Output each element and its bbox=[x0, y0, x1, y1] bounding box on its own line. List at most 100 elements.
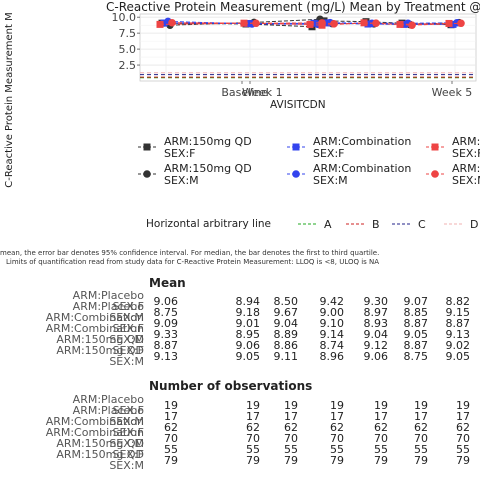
mean-row-label-sex: SEX:F bbox=[112, 344, 144, 357]
mean-cell: 9.06 bbox=[153, 295, 179, 308]
data-point-circle bbox=[252, 19, 260, 28]
mean-row-label-sex: SEX:M bbox=[109, 355, 144, 368]
mean-cell: 9.13 bbox=[445, 328, 471, 341]
data-point-square bbox=[364, 20, 372, 28]
data-point-square bbox=[400, 20, 408, 28]
count-row-label-arm: ARM:Placebo bbox=[72, 404, 144, 417]
count-cell: 79 bbox=[246, 454, 260, 467]
count-row-label-sex: SEX:M bbox=[109, 437, 144, 450]
count-row-label-sex: SEX:F bbox=[112, 426, 144, 439]
count-cell: 19 bbox=[246, 399, 260, 412]
mean-cell: 8.95 bbox=[235, 328, 261, 341]
data-point-square bbox=[449, 20, 457, 28]
data-point-circle bbox=[408, 21, 416, 29]
footnote-line-1: mean, the error bar denotes 95% confiden… bbox=[0, 249, 380, 257]
data-point-square bbox=[306, 20, 314, 28]
mean-cell: 8.89 bbox=[273, 328, 299, 341]
count-cell: 79 bbox=[456, 454, 470, 467]
mean-cell: 9.06 bbox=[363, 350, 389, 363]
data-point-square bbox=[360, 19, 368, 27]
mean-cell: 9.02 bbox=[445, 339, 471, 352]
footnote-line-2: Limits of quantification read from study… bbox=[6, 258, 380, 266]
count-row-label-arm: ARM:Placebo bbox=[72, 393, 144, 406]
chart-title: C-Reactive Protein Measurement (mg/L) Me… bbox=[106, 0, 480, 14]
mean-cell: 9.05 bbox=[403, 328, 429, 341]
mean-row-label-arm: ARM:150mg QD bbox=[56, 344, 144, 357]
x-tick-label: Week 1 bbox=[242, 86, 283, 99]
legend-label: ARM:150mg QD SEX:F bbox=[164, 135, 252, 160]
mean-cell: 9.04 bbox=[363, 328, 389, 341]
count-cell: 70 bbox=[374, 432, 388, 445]
hline-legend-label: D bbox=[470, 218, 478, 231]
data-point-square bbox=[160, 19, 168, 27]
count-cell: 17 bbox=[374, 410, 388, 423]
mean-row-label-arm: ARM:Combination bbox=[45, 322, 144, 335]
hline-legend-label: A bbox=[324, 218, 332, 231]
count-cell: 62 bbox=[330, 421, 344, 434]
count-cell: 19 bbox=[374, 399, 388, 412]
x-tick-label: Baseline bbox=[221, 86, 268, 99]
count-cell: 19 bbox=[284, 399, 298, 412]
legend-key-circle bbox=[292, 170, 300, 178]
data-point-circle bbox=[457, 19, 465, 28]
count-cell: 17 bbox=[456, 410, 470, 423]
mean-cell: 9.09 bbox=[153, 317, 179, 330]
count-cell: 79 bbox=[374, 454, 388, 467]
mean-row-label-sex: SEX:M bbox=[109, 311, 144, 324]
mean-table-title: Mean bbox=[149, 276, 186, 290]
data-point-circle bbox=[318, 19, 326, 27]
mean-row-label-arm: ARM:150mg QD bbox=[56, 333, 144, 346]
mean-cell: 9.04 bbox=[273, 317, 299, 330]
mean-cell: 8.87 bbox=[445, 317, 471, 330]
mean-cell: 8.75 bbox=[153, 306, 179, 319]
count-cell: 19 bbox=[456, 399, 470, 412]
count-cell: 55 bbox=[456, 443, 470, 456]
count-cell: 17 bbox=[164, 410, 178, 423]
data-point-square bbox=[310, 19, 318, 27]
legend-label: ARM:PlaSEX:M bbox=[452, 162, 480, 187]
mean-cell: 9.06 bbox=[235, 339, 261, 352]
count-cell: 70 bbox=[330, 432, 344, 445]
count-cell: 55 bbox=[246, 443, 260, 456]
mean-cell: 8.75 bbox=[403, 350, 429, 363]
mean-row-label-sex: SEX:M bbox=[109, 333, 144, 346]
mean-cell: 9.33 bbox=[153, 328, 179, 341]
mean-row-label-sex: SEX:F bbox=[112, 300, 144, 313]
count-cell: 62 bbox=[456, 421, 470, 434]
hline-legend-label: C bbox=[418, 218, 426, 231]
legend-label: ARM:Combination SEX:F bbox=[313, 135, 411, 160]
mean-cell: 8.96 bbox=[319, 350, 345, 363]
x-axis-label: AVISITCDN bbox=[270, 99, 326, 111]
mean-row-label-arm: ARM:Combination bbox=[45, 311, 144, 324]
legend-key-square bbox=[292, 143, 300, 151]
count-row-label-sex: SEX:F bbox=[112, 404, 144, 417]
count-cell: 62 bbox=[284, 421, 298, 434]
mean-cell: 8.50 bbox=[273, 295, 299, 308]
legend-label: ARM:Combination SEX:M bbox=[313, 162, 411, 187]
count-cell: 55 bbox=[330, 443, 344, 456]
mean-cell: 9.05 bbox=[235, 350, 261, 363]
legend-key-square bbox=[143, 143, 151, 151]
mean-cell: 9.12 bbox=[363, 339, 389, 352]
count-row-label-arm: ARM:Combination bbox=[45, 426, 144, 439]
count-cell: 55 bbox=[374, 443, 388, 456]
mean-cell: 8.86 bbox=[273, 339, 299, 352]
count-cell: 19 bbox=[164, 399, 178, 412]
count-cell: 79 bbox=[330, 454, 344, 467]
count-cell: 70 bbox=[284, 432, 298, 445]
count-cell: 70 bbox=[246, 432, 260, 445]
mean-cell: 9.42 bbox=[319, 295, 345, 308]
mean-row-label-arm: ARM:Placebo bbox=[72, 289, 144, 302]
count-cell: 55 bbox=[164, 443, 178, 456]
count-cell: 19 bbox=[414, 399, 428, 412]
hline-legend-label: B bbox=[372, 218, 380, 231]
mean-cell: 8.97 bbox=[363, 306, 389, 319]
count-cell: 79 bbox=[414, 454, 428, 467]
count-cell: 62 bbox=[414, 421, 428, 434]
count-cell: 55 bbox=[284, 443, 298, 456]
mean-cell: 8.85 bbox=[403, 306, 429, 319]
mean-row-label-sex: SEX:F bbox=[112, 322, 144, 335]
legend-key-circle bbox=[431, 170, 439, 178]
count-cell: 55 bbox=[414, 443, 428, 456]
